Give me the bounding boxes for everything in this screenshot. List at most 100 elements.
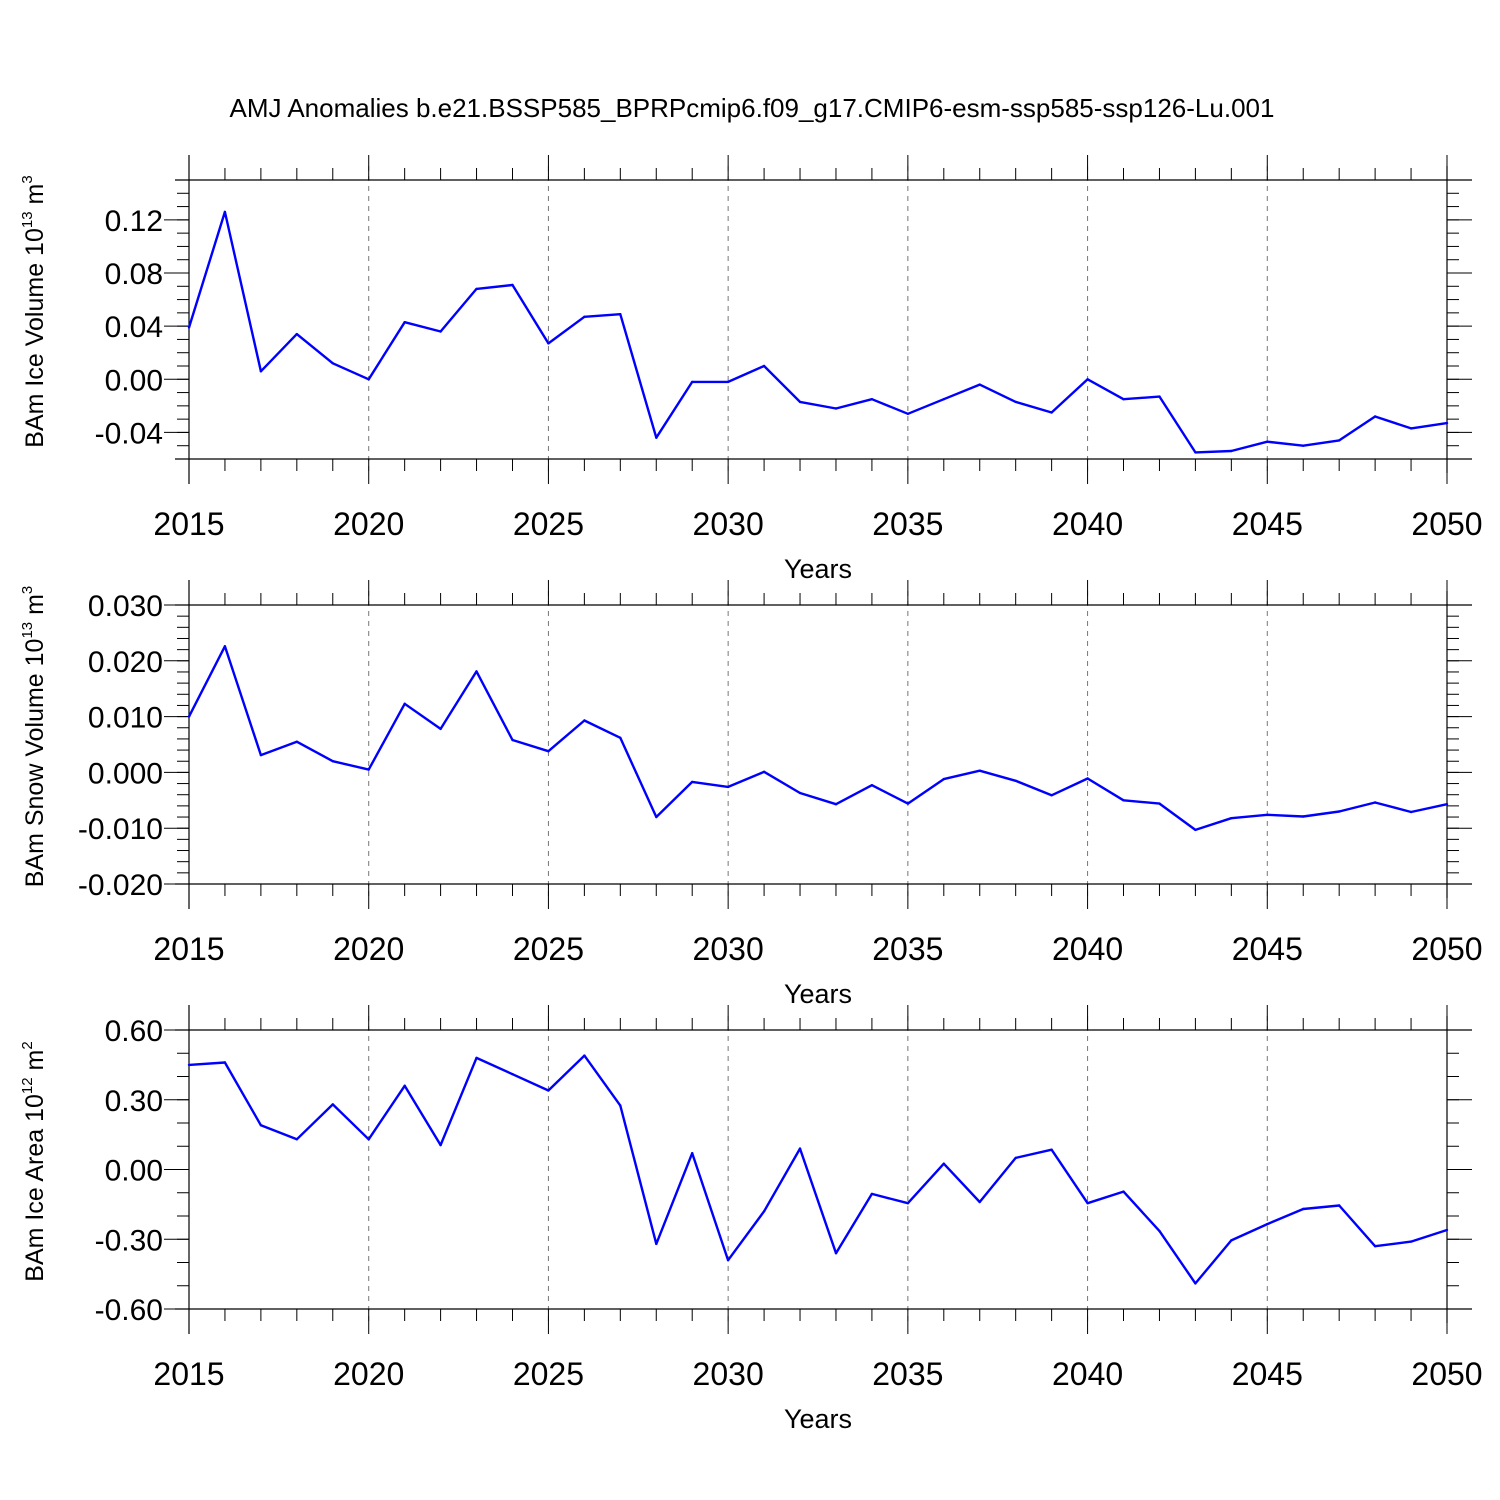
x-tick-label: 2025 (513, 931, 584, 967)
data-point (259, 753, 263, 757)
data-point (798, 400, 802, 404)
data-point (367, 768, 370, 771)
data-point (942, 398, 945, 401)
data-point (1445, 421, 1449, 425)
chart-panel-3: -0.60 -0.30 0.00 0.30 0.60 2015 2020 2025 2030 20… (19, 1005, 1483, 1434)
data-point (1338, 810, 1341, 813)
y-tick-label: -0.020 (78, 869, 163, 902)
data-point (619, 313, 622, 316)
data-point (726, 785, 730, 789)
figure-title: AMJ Anomalies b.e21.BSSP585_BPRPcmip6.f0… (230, 93, 1275, 123)
data-point (511, 283, 514, 287)
y-axis-label-unit-exponent: 3 (19, 586, 36, 594)
y-axis-label-unit: m (21, 184, 49, 205)
x-tick-label: 2050 (1411, 1356, 1482, 1392)
y-tick-label: 0.30 (105, 1085, 163, 1118)
x-tick-label: 2045 (1232, 931, 1303, 967)
data-point (295, 332, 298, 336)
data-point (942, 1162, 945, 1165)
x-tick-label: 2020 (333, 506, 404, 542)
data-point (439, 330, 442, 333)
y-tick-label: 0.000 (88, 757, 163, 790)
data-point (870, 398, 874, 401)
data-point (1158, 1229, 1161, 1233)
data-point (1302, 1207, 1305, 1211)
y-tick-label: 0.04 (105, 311, 163, 344)
data-point (295, 740, 298, 743)
data-point (726, 1259, 730, 1262)
y-tick-label: 0.00 (105, 1155, 163, 1188)
data-point (655, 815, 658, 819)
data-point (1445, 803, 1449, 806)
data-point (1230, 1239, 1233, 1242)
data-point (870, 1192, 874, 1196)
x-tick-label: 2045 (1232, 1356, 1303, 1392)
x-tick-label: 2040 (1052, 1356, 1123, 1392)
series-line (188, 1054, 1448, 1285)
y-tick-label: -0.04 (95, 417, 163, 450)
x-axis-label: Years (784, 1404, 852, 1434)
y-axis-label-exponent: 13 (19, 622, 36, 639)
data-point (187, 715, 191, 718)
data-point (655, 436, 658, 439)
data-point (906, 802, 910, 805)
data-point (187, 326, 191, 329)
data-point (1014, 400, 1017, 404)
data-point (942, 777, 945, 781)
data-point (1445, 1228, 1449, 1232)
data-point (1158, 802, 1161, 805)
data-point (1086, 378, 1089, 381)
data-point (1014, 779, 1017, 782)
x-tick-label: 2035 (872, 931, 943, 967)
x-tick-label: 2045 (1232, 506, 1303, 542)
data-point (223, 210, 227, 214)
y-tick-label: 0.030 (88, 590, 163, 623)
data-point (1086, 1202, 1089, 1205)
y-axis-label-space (21, 615, 49, 622)
data-point (691, 380, 694, 384)
data-point (403, 321, 406, 324)
data-point (978, 1200, 981, 1204)
y-axis-label-unit: m (21, 594, 49, 615)
data-point (223, 645, 227, 648)
y-tick-label: 0.12 (105, 205, 163, 238)
y-axis-label-space (21, 1070, 49, 1077)
data-point (798, 791, 802, 795)
data-point (511, 1073, 514, 1076)
data-point (619, 1104, 622, 1107)
data-point (367, 1138, 370, 1141)
chart-panel-2: -0.020 -0.010 0.000 0.010 0.020 0.030 2015 2020… (19, 580, 1483, 1009)
y-axis-label-exponent: 13 (19, 211, 36, 228)
data-point (1050, 794, 1053, 797)
x-tick-label: 2020 (333, 931, 404, 967)
data-point (691, 1152, 694, 1155)
x-tick-label: 2025 (513, 506, 584, 542)
x-axis-label: Years (784, 979, 852, 1009)
x-tick-label: 2040 (1052, 931, 1123, 967)
y-tick-label: 0.020 (88, 646, 163, 679)
data-point (762, 364, 766, 368)
y-axis-label-unit-exponent: 3 (19, 175, 36, 183)
x-tick-label: 2040 (1052, 506, 1123, 542)
data-point (870, 784, 874, 787)
data-point (475, 670, 478, 673)
y-axis-label-text: BAm Ice Volume 10 (21, 228, 49, 448)
data-point (1014, 1156, 1017, 1160)
data-point (547, 750, 550, 753)
data-point (1086, 777, 1089, 780)
data-point (1302, 815, 1305, 818)
y-axis-label-unit-exponent: 2 (19, 1041, 36, 1049)
data-point (1409, 427, 1413, 430)
data-point (511, 738, 514, 742)
data-point (547, 1089, 550, 1092)
data-point (331, 760, 334, 763)
data-point (1266, 440, 1269, 443)
data-point (259, 370, 263, 373)
data-point (1266, 1222, 1269, 1226)
data-point (1230, 449, 1233, 453)
chart-panel-1: -0.04 0.00 0.04 0.08 0.12 2015 2020 2025 2030 203… (19, 155, 1483, 584)
data-point (1158, 395, 1161, 398)
data-point (906, 412, 910, 415)
y-axis-label-text: BAm Ice Area 10 (21, 1094, 49, 1282)
